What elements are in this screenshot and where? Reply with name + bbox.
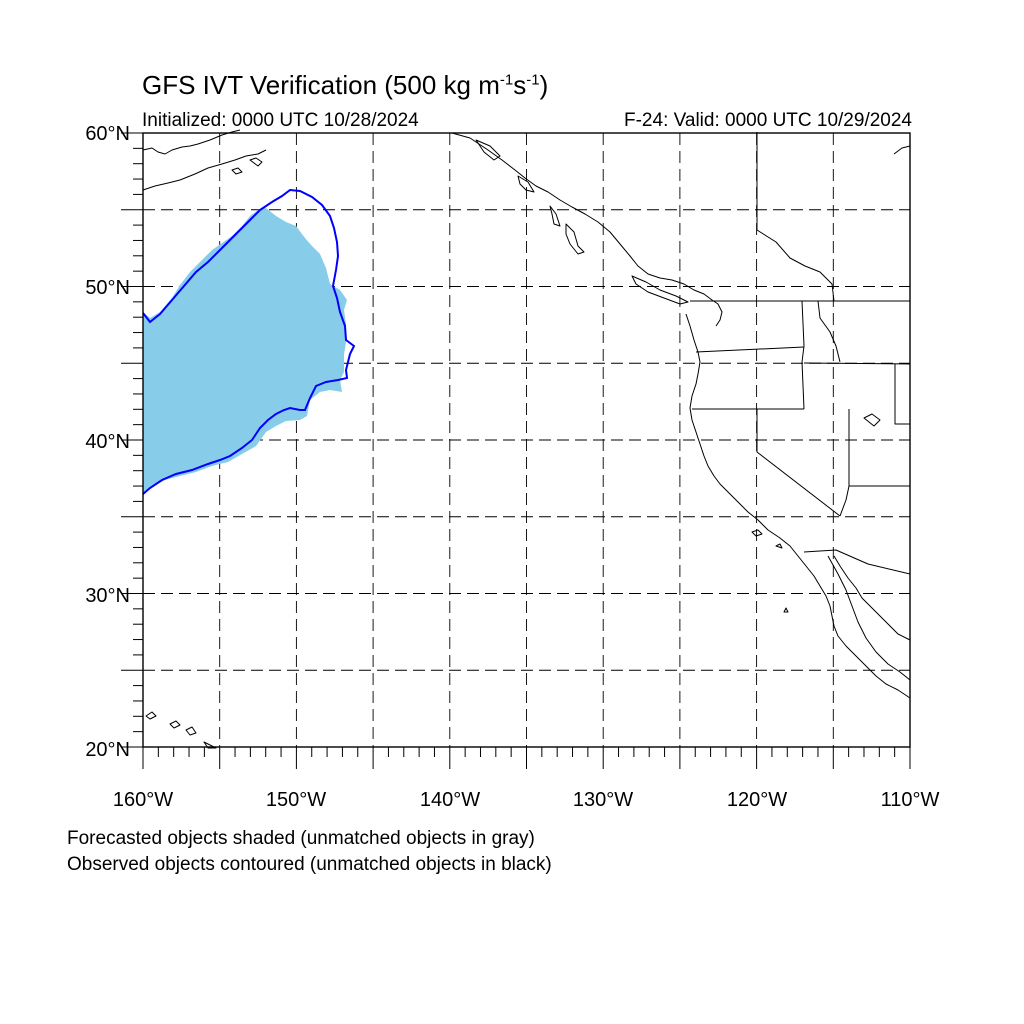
lat-label-40n: 40°N (85, 431, 130, 453)
observed-note: Observed objects contoured (unmatched ob… (67, 854, 552, 875)
lon-label-110w: 110°W (881, 789, 940, 811)
lat-label-60n: 60°N (85, 123, 130, 145)
lon-label-140w: 140°W (420, 789, 480, 811)
valid-time-label: F-24: Valid: 0000 UTC 10/29/2024 (624, 110, 912, 131)
legend-notes: Forecasted objects shaded (unmatched obj… (67, 826, 552, 878)
coastlines (142, 129, 911, 749)
lon-label-160w: 160°W (113, 789, 173, 811)
lon-label-120w: 120°W (727, 789, 787, 811)
lat-label-30n: 30°N (85, 585, 130, 607)
initialized-label: Initialized: 0000 UTC 10/28/2024 (142, 110, 419, 131)
observed-ivt-contour (142, 188, 356, 495)
plot-frame (142, 132, 911, 748)
chart-title: GFS IVT Verification (500 kg m-1s-1) (142, 70, 549, 100)
forecast-note: Forecasted objects shaded (unmatched obj… (67, 828, 535, 849)
lon-label-150w: 150°W (266, 789, 326, 811)
forecast-ivt-object (143, 208, 347, 496)
lat-label-50n: 50°N (85, 277, 130, 299)
lon-label-130w: 130°W (573, 789, 633, 811)
lat-label-20n: 20°N (85, 739, 130, 761)
